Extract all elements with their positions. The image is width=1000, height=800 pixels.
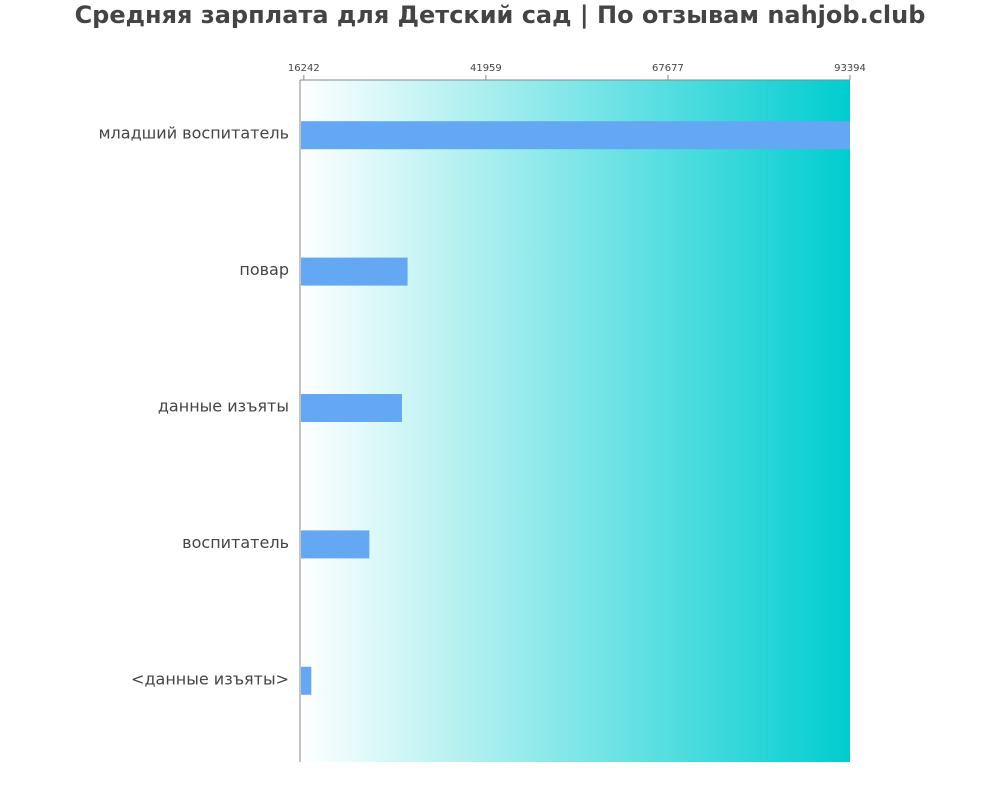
x-tick-label: 41959: [470, 63, 502, 74]
bar: [301, 666, 312, 695]
category-labels: младший воспитатель повар данные изъяты вос…: [98, 124, 289, 689]
category-label: <данные изъяты>: [131, 669, 289, 688]
x-tick-label: 16242: [288, 63, 320, 74]
bars: [301, 121, 850, 695]
bar: [301, 121, 850, 150]
bar: [301, 530, 370, 559]
x-axis-ticks: 16242 41959 67677 93394: [288, 63, 866, 80]
bar: [301, 394, 402, 422]
bar: [301, 257, 408, 286]
x-tick-label: 93394: [834, 63, 866, 74]
category-label: младший воспитатель: [98, 124, 289, 143]
category-label: воспитатель: [182, 533, 289, 552]
category-label: данные изъяты: [158, 397, 289, 416]
chart-title: Средняя зарплата для Детский сад | По от…: [74, 1, 926, 29]
category-label: повар: [239, 260, 289, 279]
x-tick-label: 67677: [652, 63, 684, 74]
